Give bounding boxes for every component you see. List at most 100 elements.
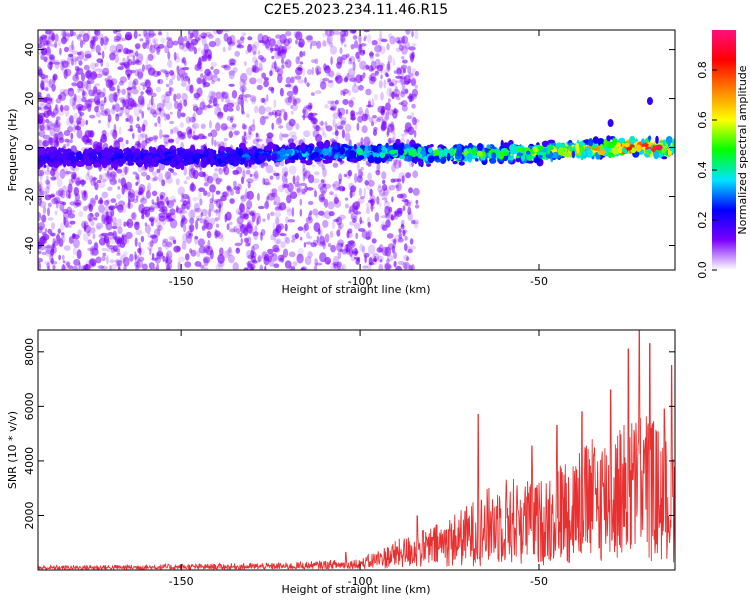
noise-blob: [165, 101, 173, 111]
noise-blob: [228, 70, 235, 80]
noise-blob: [44, 194, 52, 201]
noise-blob: [308, 200, 314, 206]
noise-blob: [106, 132, 110, 138]
noise-blob: [38, 66, 42, 75]
noise-blob: [294, 183, 301, 191]
noise-blob: [48, 202, 52, 208]
noise-blob: [204, 68, 211, 77]
noise-blob: [358, 34, 362, 44]
noise-blob: [62, 208, 69, 214]
noise-blob: [146, 174, 151, 181]
noise-blob: [337, 107, 341, 117]
noise-blob: [279, 33, 287, 44]
noise-blob: [368, 65, 374, 72]
signal-blob: [218, 146, 226, 152]
noise-blob: [283, 61, 289, 65]
noise-blob: [251, 65, 255, 73]
noise-blob: [115, 259, 119, 268]
noise-blob: [288, 251, 296, 258]
noise-blob: [259, 264, 264, 270]
noise-blob: [271, 61, 277, 69]
noise-blob: [101, 50, 105, 60]
noise-blob: [275, 216, 280, 226]
noise-blob: [342, 31, 346, 36]
noise-blob: [38, 213, 42, 218]
noise-blob: [145, 87, 152, 94]
noise-blob: [117, 204, 124, 213]
noise-blob: [343, 173, 347, 178]
signal-blob: [427, 147, 433, 154]
noise-blob: [50, 123, 58, 127]
noise-blob: [306, 82, 310, 87]
noise-blob: [169, 195, 177, 206]
snr-ylabel: SNR (10 * v/v): [6, 411, 19, 489]
noise-blob: [386, 258, 390, 264]
noise-blob: [54, 210, 58, 216]
noise-blob: [329, 191, 334, 196]
noise-blob: [71, 97, 77, 106]
noise-blob: [330, 244, 336, 253]
noise-blob: [203, 171, 206, 178]
noise-blob: [279, 233, 287, 237]
noise-blob: [157, 44, 165, 49]
noise-blob: [94, 30, 101, 37]
noise-blob: [194, 64, 201, 71]
noise-blob: [94, 106, 99, 113]
noise-blob: [130, 86, 137, 90]
noise-blob: [96, 58, 103, 64]
x-tick-label: -150: [169, 275, 194, 288]
noise-blob: [398, 102, 405, 105]
noise-blob: [188, 116, 197, 123]
noise-blob: [317, 182, 325, 191]
noise-blob: [150, 219, 154, 227]
signal-blob: [503, 152, 508, 157]
noise-blob: [274, 60, 277, 70]
noise-blob: [284, 223, 288, 232]
y-tick-label: -40: [23, 237, 36, 255]
signal-blob: [90, 150, 97, 157]
noise-blob: [192, 30, 199, 38]
noise-blob: [377, 185, 383, 193]
noise-blob: [127, 128, 134, 132]
noise-blob: [38, 125, 43, 130]
noise-blob: [405, 30, 411, 35]
signal-blob: [466, 152, 473, 161]
noise-blob: [332, 162, 339, 168]
x-tick-label: -50: [530, 275, 548, 288]
signal-blob: [385, 142, 389, 149]
signal-blob: [605, 141, 614, 149]
noise-blob: [198, 246, 206, 254]
noise-blob: [142, 263, 148, 270]
noise-blob: [137, 191, 143, 196]
signal-blob: [571, 150, 576, 159]
signal-blob: [491, 152, 497, 160]
noise-blob: [88, 204, 94, 212]
signal-blob: [389, 149, 397, 155]
noise-blob: [102, 252, 107, 257]
noise-blob: [240, 36, 245, 41]
noise-blob: [228, 70, 236, 76]
noise-blob: [55, 190, 64, 197]
noise-blob: [371, 98, 375, 108]
noise-blob: [181, 58, 185, 64]
noise-blob: [380, 38, 388, 43]
noise-blob: [298, 38, 305, 48]
noise-blob: [137, 103, 141, 108]
noise-blob: [91, 261, 97, 268]
noise-blob: [247, 36, 253, 41]
noise-blob: [165, 172, 172, 178]
noise-blob: [127, 198, 131, 209]
signal-blob: [285, 148, 293, 155]
noise-blob: [121, 203, 127, 214]
noise-blob: [359, 60, 367, 70]
noise-blob: [104, 234, 107, 242]
noise-blob: [167, 59, 173, 68]
noise-blob: [325, 125, 333, 132]
noise-blob: [239, 78, 246, 88]
noise-blob: [240, 223, 246, 234]
noise-blob: [187, 129, 193, 139]
noise-blob: [112, 92, 118, 102]
noise-blob: [349, 77, 357, 83]
noise-blob: [403, 243, 408, 252]
noise-blob: [94, 62, 99, 68]
